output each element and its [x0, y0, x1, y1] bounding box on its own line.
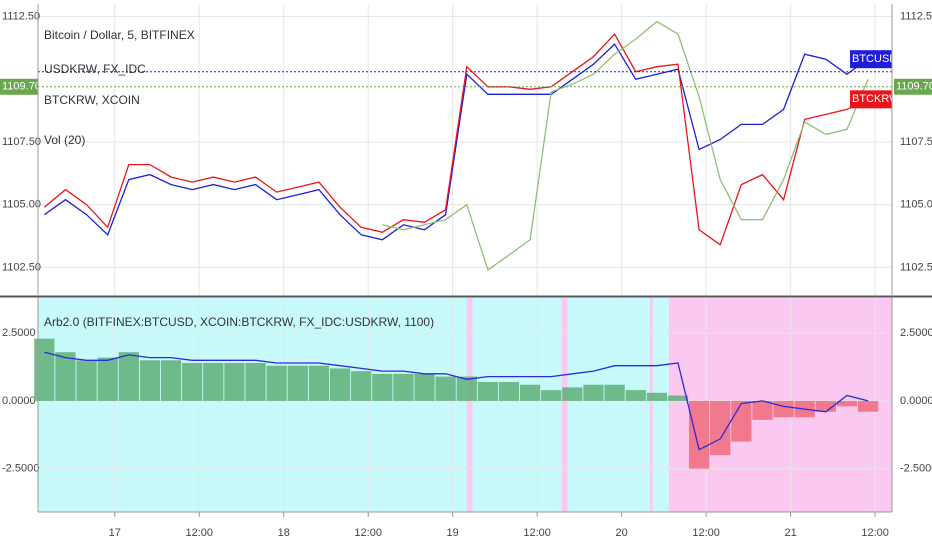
bar — [203, 363, 224, 401]
bar — [55, 352, 76, 401]
x-tick-label: 12:00 — [185, 527, 213, 539]
bar — [667, 395, 689, 401]
bar — [498, 381, 520, 401]
bar — [266, 365, 287, 401]
series-line — [43, 43, 869, 241]
y-tick-label: -2.5000 — [2, 463, 39, 475]
y-tick-label: 0.0000 — [900, 395, 932, 407]
x-tick-label: 12:00 — [861, 527, 889, 539]
bar — [731, 400, 752, 442]
y-tick-label: 1107.50 — [900, 136, 932, 148]
x-tick-label: 12:00 — [523, 527, 551, 539]
bar — [815, 400, 836, 412]
bar — [857, 400, 879, 412]
y-tick-label: 1102.50 — [900, 261, 932, 273]
bar — [182, 363, 203, 401]
y-tick-label: 2.5000 — [2, 327, 36, 339]
x-tick-label: 12:00 — [354, 527, 382, 539]
bar — [224, 363, 245, 401]
bar — [646, 392, 667, 401]
bar — [519, 384, 541, 401]
bar — [836, 400, 858, 407]
bar — [604, 384, 625, 401]
legend-label: Vol (20) — [44, 133, 85, 147]
pane-title: Arb2.0 (BITFINEX:BTCUSD, XCOIN:BTCKRW, F… — [44, 315, 434, 329]
pane-title: Bitcoin / Dollar, 5, BITFINEX — [44, 28, 195, 42]
series-tag-label: BTCKRW — [852, 93, 900, 105]
series-line — [44, 351, 869, 451]
series-tag — [850, 90, 892, 109]
bar — [351, 371, 372, 401]
bar — [329, 368, 351, 401]
price-tag-label: 1109.70 — [896, 81, 932, 93]
bar — [308, 365, 330, 401]
bar — [287, 365, 308, 401]
x-tick-label: 21 — [784, 527, 796, 539]
bar — [752, 400, 773, 420]
bar — [414, 373, 435, 401]
y-tick-label: -2.5000 — [900, 463, 932, 475]
y-tick-label: 1112.50 — [900, 10, 932, 22]
bar — [245, 363, 266, 401]
x-tick-label: 17 — [109, 527, 121, 539]
highlight-band — [466, 298, 473, 512]
bar — [118, 352, 139, 401]
bar — [541, 390, 562, 401]
bar — [34, 338, 55, 401]
bar — [477, 381, 499, 401]
series-tag-label: BTCUSD — [852, 53, 897, 65]
price-tag — [894, 78, 932, 95]
x-tick-label: 18 — [278, 527, 290, 539]
y-tick-label: 1112.50 — [2, 10, 40, 22]
x-tick-label: 20 — [616, 527, 628, 539]
price-tag-label: 1109.70 — [2, 81, 41, 93]
bar — [773, 400, 794, 418]
series-line — [43, 33, 869, 246]
bar — [76, 360, 97, 401]
bar — [456, 376, 477, 401]
y-tick-label: 0.0000 — [2, 395, 36, 407]
bar — [139, 360, 161, 401]
y-tick-label: 1107.50 — [2, 136, 41, 148]
bar — [372, 373, 393, 401]
bar — [688, 400, 710, 469]
bar — [97, 357, 118, 401]
series-line — [382, 20, 869, 271]
y-tick-label: 1102.50 — [2, 261, 41, 273]
y-tick-label: 1105.00 — [2, 199, 41, 211]
bar — [562, 387, 583, 401]
highlight-band — [649, 298, 653, 512]
bar — [393, 373, 414, 401]
bar — [160, 360, 182, 401]
legend-label: USDKRW, FX_IDC — [44, 62, 146, 76]
highlight-band — [561, 298, 568, 512]
bar — [583, 384, 604, 401]
y-tick-label: 1105.00 — [900, 199, 932, 211]
x-tick-label: 12:00 — [692, 527, 720, 539]
x-tick-label: 19 — [447, 527, 459, 539]
legend-label: BTCKRW, XCOIN — [44, 93, 140, 107]
bar — [625, 390, 646, 401]
y-tick-label: 2.5000 — [900, 327, 932, 339]
price-tag — [0, 78, 38, 95]
series-tag — [850, 50, 892, 69]
bar — [435, 376, 456, 401]
